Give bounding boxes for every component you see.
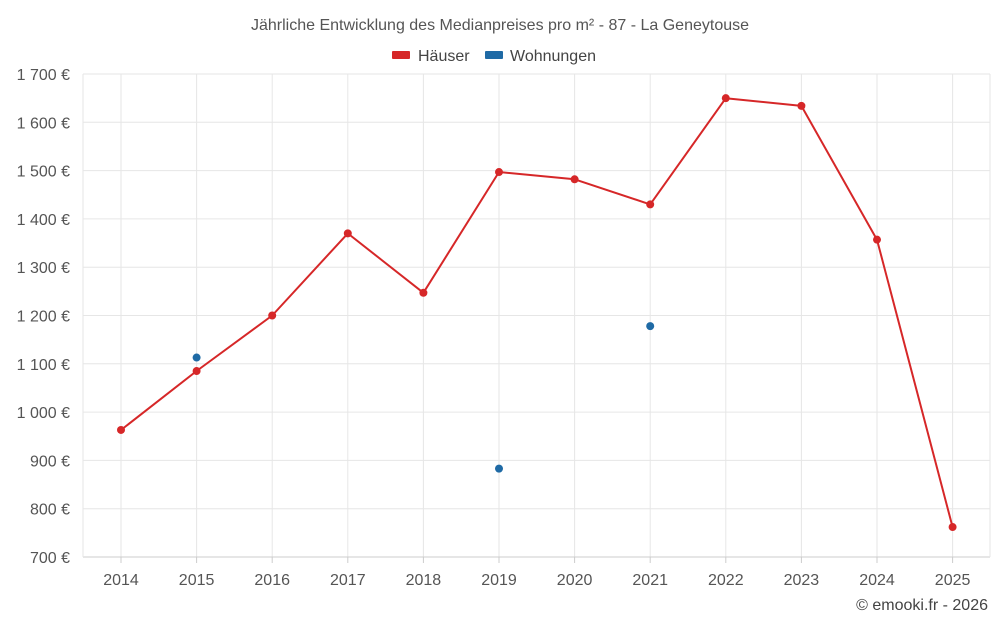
- legend-swatch-haeuser: [392, 51, 410, 59]
- data-point-haeuser-2016[interactable]: [268, 311, 277, 320]
- y-tick-label: 1 400 €: [17, 212, 70, 229]
- data-point-wohnungen-2015[interactable]: [192, 353, 201, 362]
- chart-title: Jährliche Entwicklung des Medianpreises …: [251, 17, 749, 34]
- data-point-haeuser-2018[interactable]: [419, 288, 428, 297]
- y-tick-label: 800 €: [30, 502, 70, 519]
- y-tick-label: 1 100 €: [17, 357, 70, 374]
- x-tick-label: 2020: [557, 572, 593, 589]
- legend: Häuser Wohnungen: [392, 48, 596, 65]
- legend-label-haeuser: Häuser: [418, 48, 470, 65]
- x-tick-label: 2024: [859, 572, 895, 589]
- x-tick-label: 2018: [406, 572, 442, 589]
- data-point-haeuser-2014[interactable]: [117, 425, 125, 434]
- series-line-haeuser: [120, 97, 954, 528]
- data-point-haeuser-2015[interactable]: [192, 367, 201, 376]
- x-tick-label: 2017: [330, 572, 366, 589]
- legend-item-wohnungen[interactable]: Wohnungen: [485, 48, 596, 65]
- x-tick-label: 2019: [481, 572, 517, 589]
- x-tick-label: 2022: [708, 572, 744, 589]
- y-tick-label: 1 700 €: [17, 67, 70, 84]
- legend-swatch-wohnungen: [485, 51, 503, 59]
- y-tick-label: 1 000 €: [17, 405, 70, 422]
- x-tick-label: 2014: [103, 572, 139, 589]
- data-point-haeuser-2023[interactable]: [797, 101, 806, 110]
- data-point-haeuser-2019[interactable]: [495, 168, 503, 177]
- data-point-haeuser-2021[interactable]: [646, 200, 655, 209]
- grid: [83, 73, 990, 557]
- y-tick-label: 700 €: [30, 550, 70, 567]
- data-point-haeuser-2017[interactable]: [343, 229, 352, 238]
- y-tick-label: 1 300 €: [17, 260, 70, 277]
- x-tick-label: 2023: [784, 572, 820, 589]
- axes: 700 € 800 € 900 € 1 000 € 1 100 € 1 200 € 1 30…: [17, 67, 991, 589]
- y-tick-label: 900 €: [30, 453, 70, 470]
- x-tick-label: 2021: [632, 572, 668, 589]
- credit-text: © emooki.fr - 2026: [856, 597, 988, 614]
- y-tick-label: 1 200 €: [17, 309, 70, 326]
- y-tick-label: 1 600 €: [17, 115, 70, 132]
- plot-area: [117, 94, 957, 532]
- legend-label-wohnungen: Wohnungen: [510, 48, 596, 65]
- x-tick-label: 2016: [254, 572, 290, 589]
- data-point-haeuser-2022[interactable]: [721, 94, 730, 103]
- x-tick-label: 2025: [935, 572, 971, 589]
- data-point-wohnungen-2019[interactable]: [495, 464, 503, 473]
- y-tick-label: 1 500 €: [17, 164, 70, 181]
- x-tick-label: 2015: [179, 572, 215, 589]
- legend-item-haeuser[interactable]: Häuser: [392, 48, 470, 65]
- data-point-wohnungen-2021[interactable]: [646, 322, 655, 331]
- data-point-haeuser-2025[interactable]: [948, 523, 957, 532]
- data-point-haeuser-2024[interactable]: [873, 235, 881, 244]
- data-point-haeuser-2020[interactable]: [570, 175, 579, 184]
